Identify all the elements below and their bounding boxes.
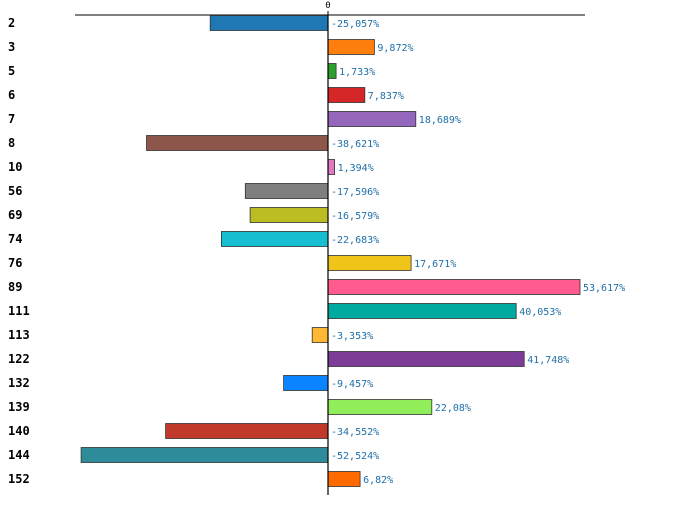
category-label-132: 132: [8, 376, 30, 390]
value-label-89: 53,617%: [583, 283, 625, 294]
bar-152: [327, 471, 361, 487]
category-label-8: 8: [8, 136, 15, 150]
bar-10: [327, 159, 335, 175]
value-label-2: -25,057%: [331, 19, 379, 30]
category-label-56: 56: [8, 184, 22, 198]
value-label-76: 17,671%: [414, 259, 456, 270]
category-label-152: 152: [8, 472, 30, 486]
value-label-140: -34,552%: [331, 427, 379, 438]
value-label-10: 1,394%: [338, 163, 374, 174]
bar-3: [327, 39, 375, 55]
category-label-74: 74: [8, 232, 22, 246]
bar-5: [327, 63, 337, 79]
category-label-6: 6: [8, 88, 15, 102]
value-label-111: 40,053%: [519, 307, 561, 318]
category-label-69: 69: [8, 208, 22, 222]
bar-74: [220, 231, 329, 247]
category-label-113: 113: [8, 328, 30, 342]
value-label-56: -17,596%: [331, 187, 379, 198]
value-label-6: 7,837%: [368, 91, 404, 102]
value-label-132: -9,457%: [331, 379, 373, 390]
bar-144: [80, 447, 329, 463]
bar-140: [165, 423, 329, 439]
value-label-5: 1,733%: [339, 67, 375, 78]
bar-76: [327, 255, 412, 271]
category-label-7: 7: [8, 112, 15, 126]
category-label-76: 76: [8, 256, 22, 270]
category-label-2: 2: [8, 16, 15, 30]
bar-122: [327, 351, 525, 367]
bar-2: [209, 15, 329, 31]
bar-6: [327, 87, 366, 103]
category-label-5: 5: [8, 64, 15, 78]
category-label-89: 89: [8, 280, 22, 294]
category-label-3: 3: [8, 40, 15, 54]
category-label-10: 10: [8, 160, 22, 174]
category-label-140: 140: [8, 424, 30, 438]
value-label-7: 18,689%: [419, 115, 461, 126]
bar-111: [327, 303, 517, 319]
value-label-152: 6,82%: [363, 475, 393, 486]
value-label-8: -38,621%: [331, 139, 379, 150]
bar-56: [244, 183, 329, 199]
category-label-122: 122: [8, 352, 30, 366]
bar-139: [327, 399, 433, 415]
bar-113: [311, 327, 329, 343]
bar-69: [249, 207, 329, 223]
value-label-113: -3,353%: [331, 331, 373, 342]
bar-7: [327, 111, 417, 127]
value-label-139: 22,08%: [435, 403, 471, 414]
category-label-144: 144: [8, 448, 30, 462]
value-label-122: 41,748%: [527, 355, 569, 366]
value-label-74: -22,683%: [331, 235, 379, 246]
value-label-3: 9,872%: [377, 43, 413, 54]
value-label-69: -16,579%: [331, 211, 379, 222]
category-label-139: 139: [8, 400, 30, 414]
bar-8: [146, 135, 329, 151]
value-label-144: -52,524%: [331, 451, 379, 462]
category-label-111: 111: [8, 304, 30, 318]
bar-89: [327, 279, 581, 295]
bar-132: [283, 375, 329, 391]
zero-tick-label: 0: [325, 1, 330, 11]
